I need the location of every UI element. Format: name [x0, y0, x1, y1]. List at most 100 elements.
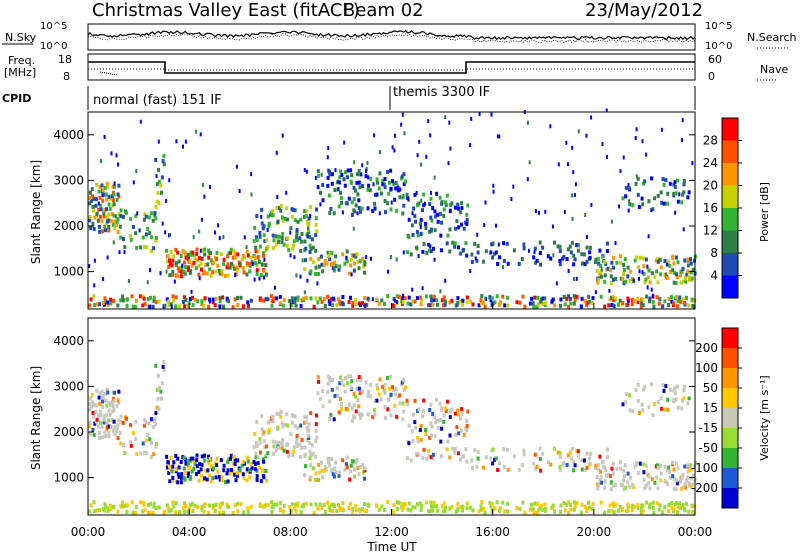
velocity-cell [331, 472, 335, 477]
velocity-cell [341, 501, 345, 505]
power-cell [621, 196, 625, 201]
velocity-cell [382, 388, 386, 393]
velocity-cell [160, 396, 163, 401]
power-cell [389, 168, 393, 173]
power-cell [558, 249, 562, 254]
velocity-colorbar-tick-label: -15 [698, 421, 718, 435]
power-cell [398, 195, 402, 200]
velocity-cell [481, 506, 485, 511]
power-cell [453, 244, 457, 249]
velocity-cell [681, 472, 685, 477]
power-noise-cell [88, 264, 91, 269]
power-cell [322, 262, 326, 267]
velocity-cell [339, 402, 343, 407]
power-noise-cell [155, 174, 158, 179]
power-cell [588, 245, 592, 250]
velocity-cell [580, 502, 584, 507]
power-cell [457, 225, 461, 230]
power-cell [233, 266, 237, 271]
velocity-cell [96, 508, 99, 513]
velocity-cell [134, 419, 138, 424]
power-noise-cell [601, 142, 604, 147]
velocity-cell [352, 391, 356, 396]
power-cell [405, 192, 409, 197]
power-cell [302, 296, 306, 301]
velocity-cell [397, 500, 401, 505]
power-noise-cell [214, 230, 216, 235]
power-noise-cell [149, 268, 151, 273]
power-cell [678, 295, 682, 300]
power-cell [278, 205, 281, 210]
power-cell [182, 269, 186, 274]
power-cell [278, 294, 282, 299]
power-cell [493, 251, 496, 256]
power-cell [91, 204, 95, 209]
power-cell [232, 248, 236, 253]
power-noise-cell [429, 244, 432, 249]
power-cell [453, 205, 457, 210]
velocity-cell [161, 364, 165, 369]
power-cell [319, 190, 322, 195]
power-cell [357, 198, 361, 203]
velocity-cell [368, 394, 372, 399]
nave-trace [88, 68, 695, 71]
velocity-cell [456, 451, 460, 456]
velocity-cell [176, 456, 180, 461]
velocity-cell [378, 377, 382, 382]
power-cell [588, 250, 592, 255]
velocity-cell [532, 461, 536, 466]
velocity-cell [95, 388, 99, 393]
velocity-cell [414, 425, 418, 430]
power-cell [89, 198, 93, 203]
velocity-cell [641, 503, 645, 508]
velocity-colorbar-frame [721, 327, 739, 509]
velocity-cell [406, 456, 410, 461]
power-cell [101, 229, 105, 234]
velocity-cell [365, 509, 369, 513]
velocity-cell [401, 417, 405, 422]
velocity-cell [328, 378, 332, 383]
velocity-cell [111, 428, 115, 433]
velocity-cell [308, 449, 312, 454]
velocity-cell [104, 398, 108, 403]
velocity-cell [643, 486, 647, 491]
velocity-cell [331, 467, 334, 472]
power-noise-cell [102, 277, 105, 282]
velocity-cell [171, 500, 175, 505]
power-cell [106, 300, 110, 305]
power-cell [98, 195, 102, 200]
velocity-cell [470, 466, 474, 470]
velocity-cell [167, 509, 171, 514]
power-cell [177, 259, 181, 264]
power-noise-cell [484, 296, 487, 301]
power-noise-cell [361, 163, 364, 168]
velocity-cell [226, 460, 230, 465]
velocity-cell [427, 454, 431, 459]
velocity-cell [614, 502, 618, 507]
power-cell [103, 296, 107, 301]
power-cell [116, 303, 120, 308]
power-cell [346, 175, 349, 180]
power-cell [192, 260, 196, 265]
velocity-cell [351, 507, 355, 512]
velocity-cell [566, 453, 570, 458]
power-cell [440, 298, 444, 303]
power-cell [626, 265, 630, 270]
power-noise-cell [610, 219, 613, 224]
velocity-cell [143, 418, 147, 423]
velocity-cell [401, 401, 405, 406]
velocity-cell [228, 471, 232, 476]
power-cell [242, 270, 246, 275]
power-noise-cell [303, 290, 306, 295]
velocity-cell [683, 464, 687, 469]
power-cell [106, 302, 110, 307]
velocity-cell [349, 463, 353, 468]
velocity-cell [92, 432, 96, 437]
power-cell [436, 219, 440, 224]
power-cell [314, 216, 318, 221]
velocity-cell [208, 456, 212, 461]
power-cell [363, 296, 367, 300]
power-cell [376, 180, 379, 185]
power-noise-cell [496, 134, 499, 139]
